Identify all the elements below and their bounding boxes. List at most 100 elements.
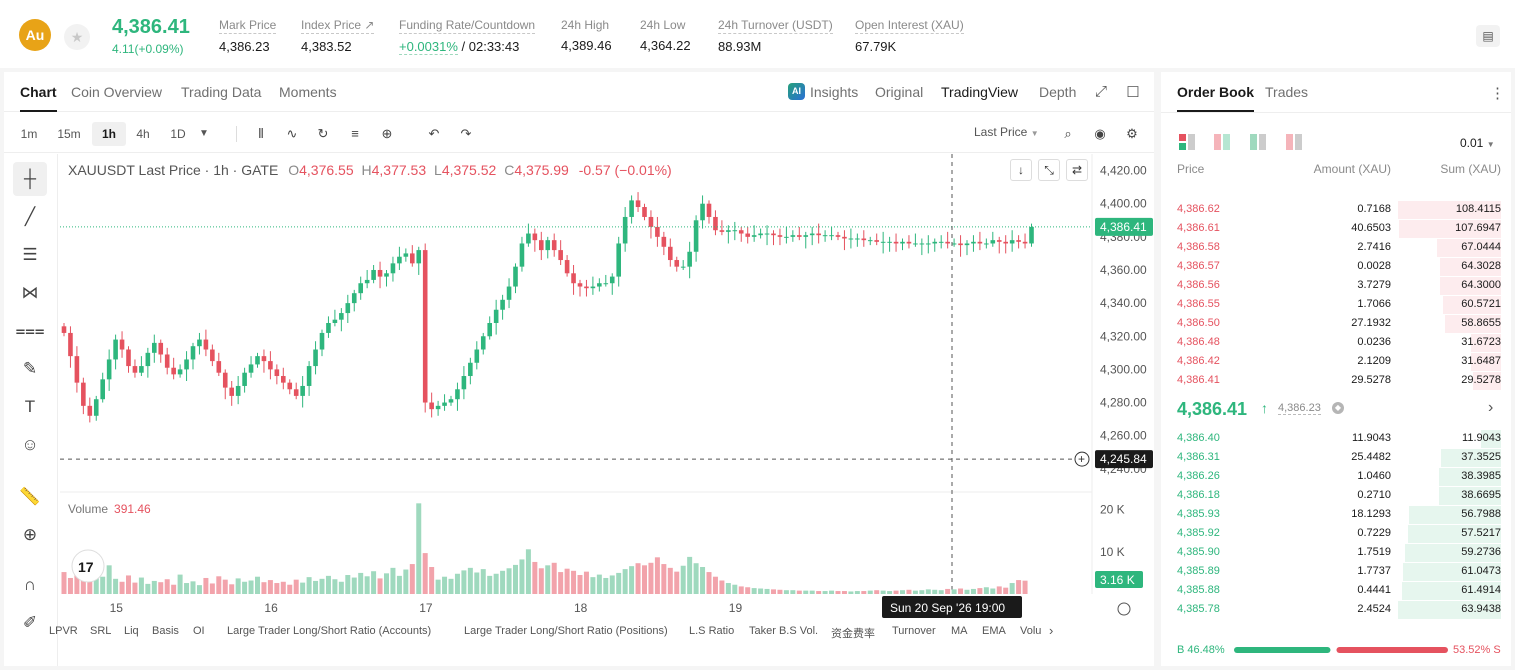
indicator-turnover[interactable]: Turnover (892, 625, 936, 637)
swap-icon[interactable]: ⇄ (1066, 159, 1088, 181)
indicator-trader-positions[interactable]: Large Trader Long/Short Ratio (Positions… (464, 625, 668, 637)
timeframe-dropdown-icon[interactable]: ▼ (199, 128, 209, 139)
ask-row[interactable]: 4,386.41 29.5278 29.5278 (1161, 371, 1511, 390)
stat-label[interactable]: Open Interest (XAU) (855, 18, 964, 34)
tab-depth[interactable]: Depth (1039, 84, 1077, 100)
search-icon[interactable]: ⌕ (1064, 126, 1072, 141)
bid-row[interactable]: 4,386.31 25.4482 37.3525 (1161, 448, 1511, 467)
emoji-icon[interactable]: ☺ (21, 435, 39, 454)
crosshair-icon[interactable]: ┼ (13, 162, 47, 196)
bid-row[interactable]: 4,385.90 1.7519 59.2736 (1161, 543, 1511, 562)
magnet-icon[interactable]: ∩ (23, 575, 37, 594)
tab-tradingview[interactable]: TradingView (941, 84, 1019, 100)
tab-chart[interactable]: Chart (20, 84, 57, 112)
candle-type-icon[interactable]: ⫴ (258, 126, 264, 141)
order-price: 4,386.61 (1177, 222, 1220, 234)
candle-body (274, 369, 280, 377)
timeframe-1d[interactable]: 1D (170, 127, 186, 141)
current-volume-tag (1095, 571, 1143, 588)
chevron-right-icon[interactable]: › (1049, 623, 1054, 638)
book-asks-view-icon[interactable] (1286, 134, 1302, 150)
tab-trading-data[interactable]: Trading Data (181, 84, 262, 100)
trendline-icon[interactable]: ╱ (24, 207, 36, 226)
volume-bar (1022, 580, 1028, 594)
add-indicator-icon[interactable]: ⊕ (381, 126, 393, 141)
bid-row[interactable]: 4,385.88 0.4441 61.4914 (1161, 581, 1511, 600)
indicator-ma[interactable]: MA (951, 625, 968, 637)
expand-icon[interactable]: ⤢ (1094, 83, 1107, 100)
volume-bar (674, 571, 680, 594)
horizontal-lines-icon[interactable]: ☰ (22, 245, 38, 264)
chevron-right-icon[interactable]: › (1488, 399, 1494, 416)
tab-moments[interactable]: Moments (279, 84, 337, 100)
ask-row[interactable]: 4,386.48 0.0236 31.6723 (1161, 333, 1511, 352)
indicator-ema[interactable]: EMA (982, 625, 1006, 637)
ask-row[interactable]: 4,386.50 27.1932 58.8655 (1161, 314, 1511, 333)
stat-label[interactable]: Index Price ↗ (301, 18, 375, 34)
timeframe-1m[interactable]: 1m (20, 127, 38, 141)
price-source-select[interactable]: Last Price ▼ (974, 125, 1039, 139)
book-icon[interactable]: ▤ (1476, 25, 1500, 47)
favorite-star-icon[interactable]: ★ (64, 24, 90, 50)
template-icon[interactable]: ≡ (351, 126, 359, 141)
indicator-srl[interactable]: SRL (90, 625, 112, 637)
volume-bar (487, 575, 493, 594)
timeframe-15m[interactable]: 15m (57, 127, 81, 141)
tab-order-book[interactable]: Order Book (1177, 84, 1255, 112)
bid-row[interactable]: 4,385.93 18.1293 56.7988 (1161, 505, 1511, 524)
zoom-in-icon[interactable]: ⊕ (22, 525, 38, 544)
price-chart[interactable]: 4,420.004,400.004,380.004,360.004,340.00… (4, 72, 1154, 620)
ask-row[interactable]: 4,386.62 0.7168 108.4115 (1161, 200, 1511, 219)
brush-icon[interactable]: ✎ (22, 359, 38, 378)
indicator-trader-accounts[interactable]: Large Trader Long/Short Ratio (Accounts) (227, 625, 432, 637)
stat-label[interactable]: Mark Price (219, 18, 277, 34)
bid-row[interactable]: 4,386.26 1.0460 38.3985 (1161, 467, 1511, 486)
ask-row[interactable]: 4,386.55 1.7066 60.5721 (1161, 295, 1511, 314)
bid-row[interactable]: 4,385.78 2.4524 63.9438 (1161, 600, 1511, 619)
ask-row[interactable]: 4,386.42 2.1209 31.6487 (1161, 352, 1511, 371)
book-pink-view-icon[interactable] (1214, 134, 1230, 150)
camera-icon[interactable]: ◉ (1094, 126, 1106, 141)
indicator-funding[interactable]: 资金费率 (831, 628, 875, 640)
book-both-view-icon[interactable] (1179, 134, 1195, 150)
window-icon[interactable]: ☐ (1126, 84, 1140, 101)
ask-row[interactable]: 4,386.56 3.7279 64.3000 (1161, 276, 1511, 295)
pattern-icon[interactable]: ⋈ (21, 283, 39, 302)
gear-icon[interactable]: ⚙ (1126, 126, 1138, 141)
undo-icon[interactable]: ↶ (428, 126, 440, 141)
pencil-lock-icon[interactable]: ✐ (22, 613, 38, 632)
indicator-ls-ratio[interactable]: L.S Ratio (689, 625, 735, 637)
ask-row[interactable]: 4,386.57 0.0028 64.3028 (1161, 257, 1511, 276)
bid-row[interactable]: 4,385.89 1.7737 61.0473 (1161, 562, 1511, 581)
redo-icon[interactable]: ↷ (460, 126, 472, 141)
indicator-icon[interactable]: ∿ (286, 126, 298, 141)
timeframe-4h[interactable]: 4h (136, 127, 150, 141)
tab-coin-overview[interactable]: Coin Overview (71, 84, 163, 100)
tab-original[interactable]: Original (875, 84, 924, 100)
ask-row[interactable]: 4,386.58 2.7416 67.0444 (1161, 238, 1511, 257)
stat-label[interactable]: Funding Rate/Countdown (399, 18, 536, 34)
stat-label[interactable]: 24h Turnover (USDT) (718, 18, 833, 34)
more-menu-icon[interactable]: ⋮ (1490, 85, 1505, 102)
precision-select[interactable]: 0.01 ▼ (1460, 136, 1495, 150)
collapse-icon[interactable]: ⤡ (1038, 159, 1060, 181)
indicator-taker-vol[interactable]: Taker B.S Vol. (749, 625, 819, 637)
ruler-icon[interactable]: 📏 (19, 487, 41, 506)
bid-row[interactable]: 4,386.18 0.2710 38.6695 (1161, 486, 1511, 505)
indicator-lpvr[interactable]: LPVR (49, 625, 78, 637)
indicator-basis[interactable]: Basis (152, 625, 179, 637)
indicator-liq[interactable]: Liq (124, 625, 139, 637)
bid-row[interactable]: 4,386.40 11.9043 11.9043 (1161, 429, 1511, 448)
indicator-oi[interactable]: OI (193, 625, 205, 637)
text-icon[interactable]: T (24, 397, 36, 416)
arrow-down-icon[interactable]: ↓ (1010, 159, 1032, 181)
bid-row[interactable]: 4,385.92 0.7229 57.5217 (1161, 524, 1511, 543)
book-bids-view-icon[interactable] (1250, 134, 1266, 150)
fibonacci-icon[interactable]: ⩶ (15, 321, 45, 340)
tab-trades[interactable]: Trades (1265, 84, 1309, 100)
indicator-volume[interactable]: Volu (1020, 625, 1042, 637)
replay-icon[interactable]: ↻ (317, 126, 329, 141)
tab-insights[interactable]: Insights (810, 84, 859, 100)
timeframe-1h[interactable]: 1h (92, 122, 126, 146)
ask-row[interactable]: 4,386.61 40.6503 107.6947 (1161, 219, 1511, 238)
